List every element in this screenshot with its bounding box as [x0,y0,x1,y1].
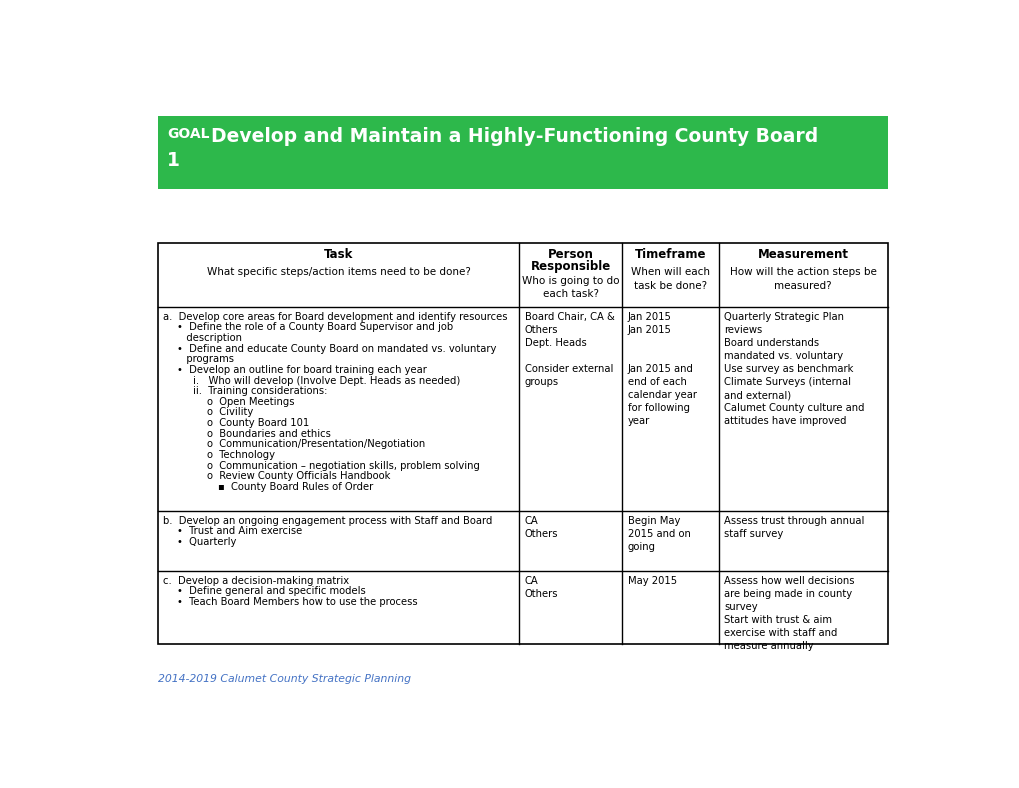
Text: c.  Develop a decision-making matrix: c. Develop a decision-making matrix [163,575,348,585]
Text: How will the action steps be
measured?: How will the action steps be measured? [730,267,876,291]
Text: Timeframe: Timeframe [634,248,705,261]
Text: CA
Others: CA Others [525,515,558,539]
Text: 2014-2019 Calumet County Strategic Planning: 2014-2019 Calumet County Strategic Plann… [157,675,410,684]
Text: •  Teach Board Members how to use the process: • Teach Board Members how to use the pro… [177,597,418,607]
Text: •  Define and educate County Board on mandated vs. voluntary: • Define and educate County Board on man… [177,344,496,354]
Text: o  Review County Officials Handbook: o Review County Officials Handbook [206,471,389,481]
Text: Quarterly Strategic Plan
reviews
Board understands
mandated vs. voluntary
Use su: Quarterly Strategic Plan reviews Board u… [723,312,864,426]
Bar [157,116,888,188]
Text: Begin May
2015 and on
going: Begin May 2015 and on going [628,515,690,552]
Bar [157,243,888,644]
Text: •  Develop an outline for board training each year: • Develop an outline for board training … [177,365,427,375]
Text: What specific steps/action items need to be done?: What specific steps/action items need to… [206,267,470,277]
Text: •  Define the role of a County Board Supervisor and job: • Define the role of a County Board Supe… [177,322,453,333]
Text: GOAL: GOAL [167,127,209,141]
Text: a.  Develop core areas for Board development and identify resources: a. Develop core areas for Board developm… [163,312,507,322]
Text: When will each
task be done?: When will each task be done? [631,267,709,291]
Text: o  Communication – negotiation skills, problem solving: o Communication – negotiation skills, pr… [206,460,479,470]
Text: Responsible: Responsible [530,260,610,273]
Text: Assess how well decisions
are being made in county
survey
Start with trust & aim: Assess how well decisions are being made… [723,575,854,651]
Text: Person: Person [547,248,593,261]
Text: Task: Task [323,248,353,261]
Text: o  Open Meetings: o Open Meetings [206,397,293,407]
Text: May 2015: May 2015 [628,575,677,585]
Text: o  Communication/Presentation/Negotiation: o Communication/Presentation/Negotiation [206,439,424,449]
Text: b.  Develop an ongoing engagement process with Staff and Board: b. Develop an ongoing engagement process… [163,515,492,526]
Text: programs: programs [177,355,234,364]
Text: o  Technology: o Technology [206,450,274,460]
Text: description: description [177,333,243,343]
Text: Who is going to do
each task?: Who is going to do each task? [522,276,619,299]
Text: Jan 2015
Jan 2015


Jan 2015 and
end of each
calendar year
for following
year: Jan 2015 Jan 2015 Jan 2015 and end of ea… [628,312,696,426]
Text: 1: 1 [167,151,179,170]
Text: Board Chair, CA &
Others
Dept. Heads

Consider external
groups: Board Chair, CA & Others Dept. Heads Con… [525,312,614,387]
Text: CA
Others: CA Others [525,575,558,599]
Text: i.   Who will develop (Involve Dept. Heads as needed): i. Who will develop (Involve Dept. Heads… [193,376,460,385]
Text: o  Boundaries and ethics: o Boundaries and ethics [206,429,330,439]
Text: ▪  County Board Rules of Order: ▪ County Board Rules of Order [218,481,373,492]
Text: o  Civility: o Civility [206,407,253,418]
Text: Develop and Maintain a Highly-Functioning County Board: Develop and Maintain a Highly-Functionin… [211,127,817,146]
Text: o  County Board 101: o County Board 101 [206,418,309,428]
Text: •  Define general and specific models: • Define general and specific models [177,586,366,597]
Text: Measurement: Measurement [757,248,848,261]
Text: •  Quarterly: • Quarterly [177,537,236,547]
Text: Assess trust through annual
staff survey: Assess trust through annual staff survey [723,515,864,539]
Text: ii.  Training considerations:: ii. Training considerations: [193,386,327,396]
Text: •  Trust and Aim exercise: • Trust and Aim exercise [177,526,303,537]
